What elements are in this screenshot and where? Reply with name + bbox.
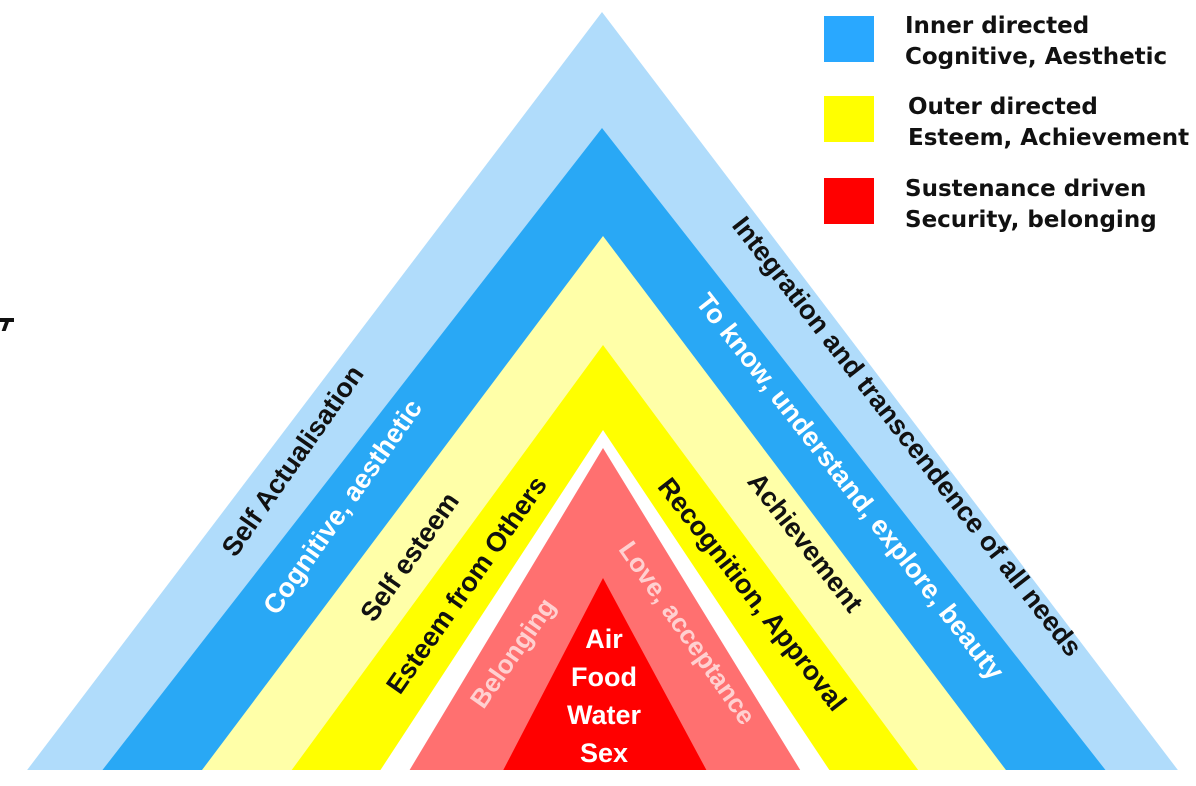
band-core [495,578,715,786]
edge-mark [0,318,14,331]
core-food: Food [571,662,637,692]
core-sex: Sex [580,738,628,768]
core-air: Air [585,624,623,654]
core-water: Water [567,700,642,730]
